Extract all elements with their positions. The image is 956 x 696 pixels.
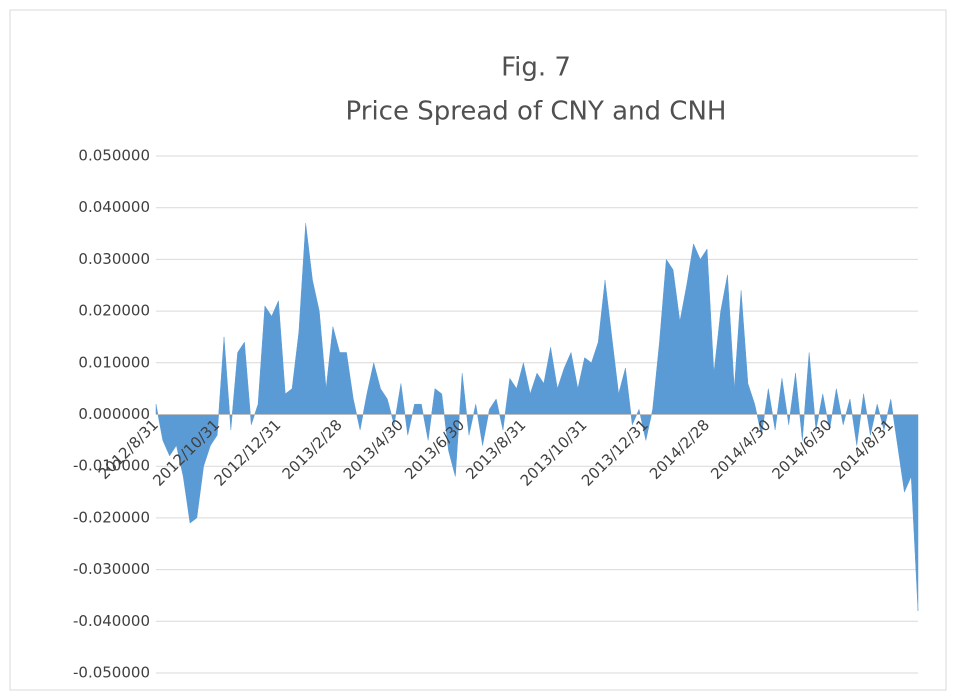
y-tick-label: 0.040000: [78, 198, 150, 216]
y-tick-label: 0.050000: [78, 147, 150, 165]
y-tick-label: -0.020000: [73, 508, 150, 526]
y-tick-label: 0.020000: [78, 302, 150, 320]
y-tick-label: -0.030000: [73, 560, 150, 578]
chart-subtitle: Price Spread of CNY and CNH: [346, 97, 727, 127]
y-tick-label: 0.030000: [78, 250, 150, 268]
area: [155, 223, 919, 611]
y-tick-label: -0.040000: [73, 612, 150, 630]
chart-border: [9, 9, 947, 691]
y-tick-label: 0.010000: [78, 353, 150, 371]
chart-title: Fig. 7: [501, 53, 571, 83]
y-tick-label: -0.010000: [73, 457, 150, 475]
y-tick-label: 0.000000: [78, 405, 150, 423]
y-tick-label: -0.050000: [73, 664, 150, 682]
